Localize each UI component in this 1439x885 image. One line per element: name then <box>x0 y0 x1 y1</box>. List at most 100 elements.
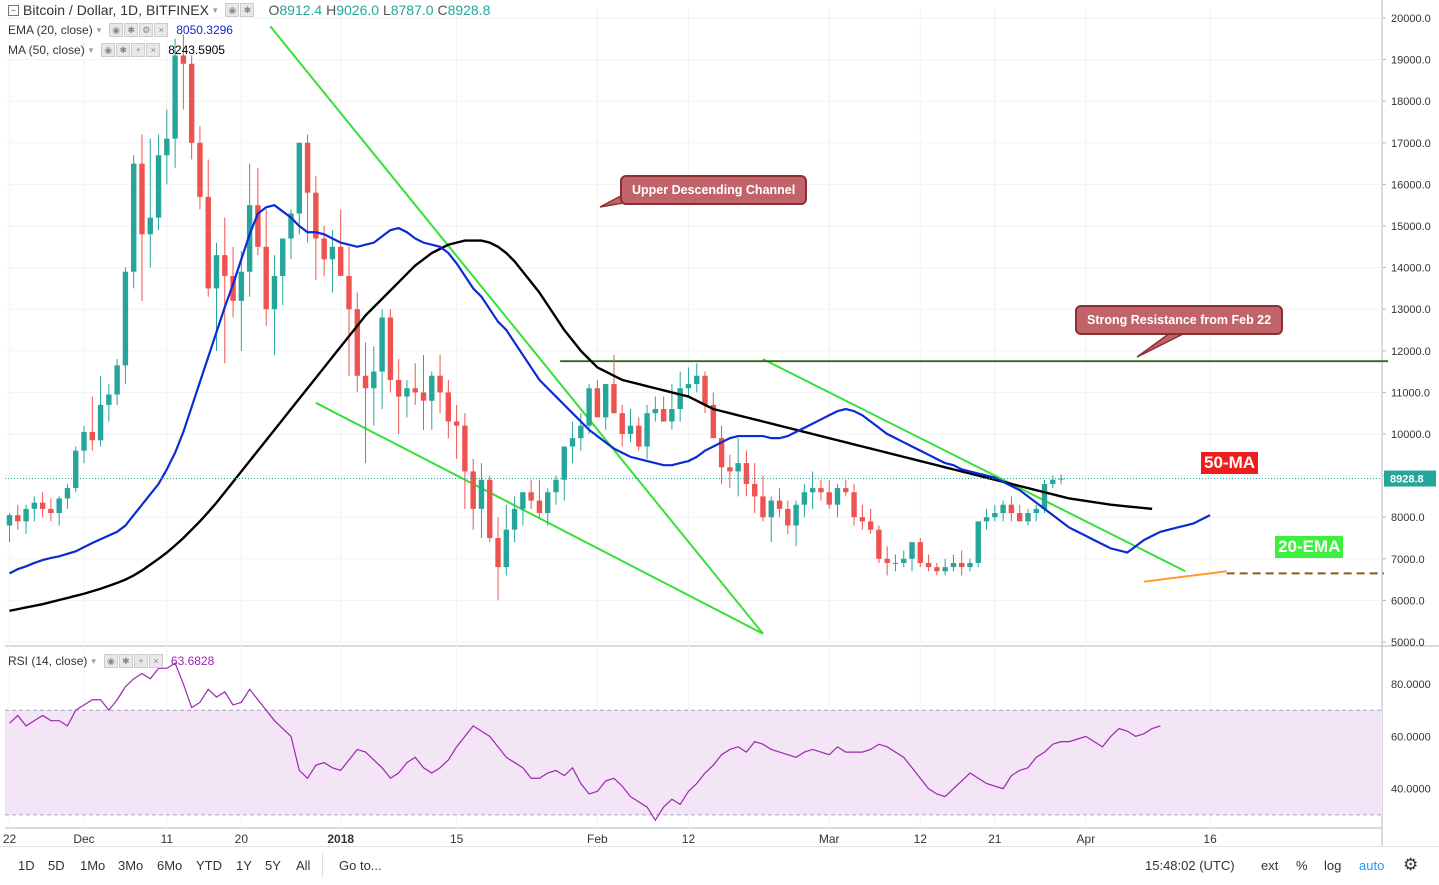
candle-body <box>39 502 46 509</box>
ema-label[interactable]: EMA (20, close) <box>8 23 93 37</box>
candle-body <box>122 271 129 366</box>
candle-body <box>942 567 948 572</box>
candle-body <box>694 375 700 385</box>
candle-body <box>851 492 857 518</box>
ma-label[interactable]: MA (50, close) <box>8 43 85 57</box>
candle-body <box>462 425 468 472</box>
chevron-down-icon[interactable]: ▾ <box>91 655 96 666</box>
rsi-label[interactable]: RSI (14, close) <box>8 654 88 668</box>
candle-body <box>892 562 899 564</box>
symbol-legend: − Bitcoin / Dollar, 1D, BITFINEX ▾ ◉ ✱ O8… <box>8 2 490 18</box>
candle-body <box>155 155 162 218</box>
candle-body <box>760 496 766 518</box>
candle-body <box>379 317 385 372</box>
rsi-tick-label: 60.0000 <box>1391 731 1431 743</box>
candle-body <box>478 479 485 509</box>
range-3mo[interactable]: 3Mo <box>118 858 144 873</box>
candle-body <box>213 255 220 289</box>
clock-time: 15:48:02 (UTC) <box>1145 858 1235 873</box>
log-toggle[interactable]: log <box>1324 858 1342 873</box>
candle-body <box>909 542 915 559</box>
ma-buttons[interactable]: ◉ ✱ + × <box>101 43 161 57</box>
time-tick-label: 15 <box>450 832 464 846</box>
toolbar-divider <box>322 853 323 877</box>
candle-body <box>470 471 476 509</box>
descending-trendline <box>762 358 1186 573</box>
upper-channel-callout: Upper Descending Channel <box>620 175 808 205</box>
candle-body <box>545 492 551 514</box>
ohlc-values: O8912.4 H9026.0 L8787.0 C8928.8 <box>268 2 491 18</box>
candle-body <box>561 446 567 480</box>
chevron-down-icon[interactable]: ▾ <box>96 24 102 35</box>
ma-tag: 50-MA <box>1201 452 1259 474</box>
range-ytd[interactable]: YTD <box>196 858 222 873</box>
candle-body <box>917 542 923 563</box>
range-5y[interactable]: 5Y <box>265 858 281 873</box>
collapse-icon[interactable]: − <box>8 4 19 16</box>
candle-body <box>826 492 832 505</box>
candle-body <box>255 205 261 247</box>
candle-body <box>354 309 360 376</box>
settings-icon: ⚙ <box>139 23 154 37</box>
ema-buttons[interactable]: ◉ ✱ ⚙ × <box>109 23 169 37</box>
candle-body <box>313 192 319 239</box>
rsi-line <box>9 662 1161 822</box>
candle-body <box>139 163 145 235</box>
close-icon: × <box>154 23 169 37</box>
candle-body <box>362 375 369 389</box>
price-tick-label: 19000.0 <box>1391 55 1431 67</box>
gear-icon[interactable]: ⚙ <box>1403 855 1419 874</box>
candle-body <box>238 271 245 301</box>
eye-icon: ◉ <box>225 3 240 17</box>
range-1y[interactable]: 1Y <box>236 858 252 873</box>
candle-body <box>528 492 534 501</box>
goto-button[interactable]: Go to... <box>339 858 382 873</box>
candle-body <box>511 508 518 530</box>
candle-body <box>1008 504 1015 514</box>
range-1mo[interactable]: 1Mo <box>80 858 106 873</box>
time-tick-label: Mar <box>819 832 840 846</box>
candle-body <box>975 521 981 563</box>
candle-body <box>73 450 79 489</box>
candle-body <box>1041 483 1048 509</box>
chevron-down-icon[interactable]: ▾ <box>212 4 218 15</box>
candle-body <box>727 467 733 472</box>
price-tick-label: 18000.0 <box>1391 96 1431 108</box>
candle-body <box>288 213 294 239</box>
ema-legend: EMA (20, close) ▾ ◉ ✱ ⚙ × 8050.3296 <box>8 23 233 37</box>
price-tick-label: 6000.0 <box>1391 595 1425 607</box>
legend-buttons[interactable]: ◉ ✱ <box>225 3 255 17</box>
auto-toggle[interactable]: auto <box>1359 858 1385 873</box>
rsi-legend: RSI (14, close) ▾ ◉ ✱ + × 63.6828 <box>8 654 214 668</box>
rsi-tick-label: 80.0000 <box>1391 679 1431 691</box>
range-1d[interactable]: 1D <box>18 858 35 873</box>
candle-body <box>520 492 526 509</box>
candle-body <box>959 562 965 568</box>
candle-body <box>1050 479 1056 484</box>
price-tick-label: 11000.0 <box>1391 387 1430 399</box>
chevron-down-icon[interactable]: ▾ <box>88 44 94 55</box>
candle-body <box>776 500 783 509</box>
candle-body <box>602 384 609 418</box>
candle-body <box>6 515 13 526</box>
ma-legend: MA (50, close) ▾ ◉ ✱ + × 8243.5905 <box>8 43 225 57</box>
candle-body <box>48 508 54 514</box>
candle-body <box>843 488 849 493</box>
candle-body <box>1016 513 1023 522</box>
percent-toggle[interactable]: % <box>1296 858 1308 873</box>
range-6mo[interactable]: 6Mo <box>157 858 183 873</box>
rsi-buttons[interactable]: ◉ ✱ + × <box>103 654 163 668</box>
ema-value: 8050.3296 <box>176 23 233 37</box>
last-price-label: 8928.8 <box>1390 474 1424 486</box>
range-all[interactable]: All <box>296 858 311 873</box>
rsi-tick-label: 40.0000 <box>1391 784 1431 796</box>
time-tick-label: 22 <box>3 832 17 846</box>
range-5d[interactable]: 5D <box>48 858 65 873</box>
ext-toggle[interactable]: ext <box>1261 858 1279 873</box>
candle-body <box>818 488 824 493</box>
last-price-tag <box>1384 470 1436 487</box>
symbol-title[interactable]: Bitcoin / Dollar, 1D, BITFINEX <box>23 2 209 18</box>
candle-body <box>710 404 716 439</box>
candle-body <box>901 558 907 563</box>
